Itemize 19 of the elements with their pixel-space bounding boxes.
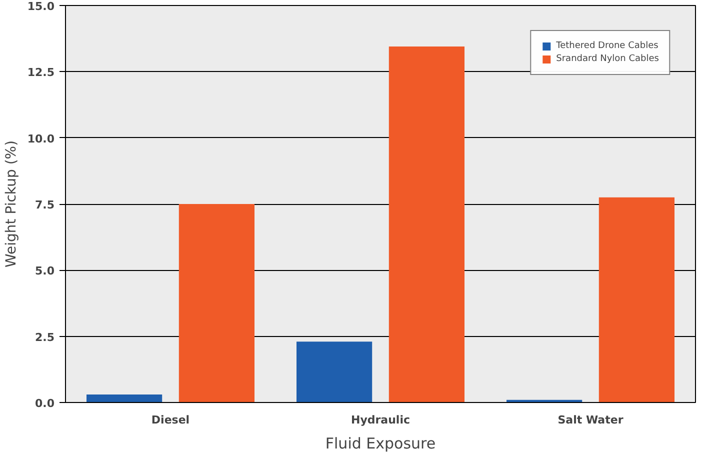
y-tick-label: 15.0 — [27, 0, 55, 13]
y-tick-label: 10.0 — [27, 132, 55, 146]
y-tick-label: 12.5 — [27, 66, 54, 80]
bar — [296, 342, 372, 402]
legend-label: Tethered Drone Cables — [556, 41, 658, 51]
y-tick-label: 5.0 — [35, 264, 55, 278]
y-tick-label: 7.5 — [35, 198, 55, 212]
x-axis-title: Fluid Exposure — [325, 434, 436, 452]
bar — [598, 197, 674, 402]
legend-label: Srandard Nylon Cables — [556, 54, 659, 64]
x-tick-label: Diesel — [151, 414, 190, 426]
bar — [86, 394, 162, 402]
y-tick-label: 2.5 — [35, 330, 55, 344]
bar — [178, 204, 254, 402]
bar — [388, 46, 464, 402]
x-tick-label: Salt Water — [558, 414, 624, 426]
y-axis-title: Weight Pickup (%) — [3, 140, 20, 268]
y-tick-label: 0.0 — [35, 397, 55, 410]
x-tick-label: Hydraulic — [351, 414, 410, 426]
